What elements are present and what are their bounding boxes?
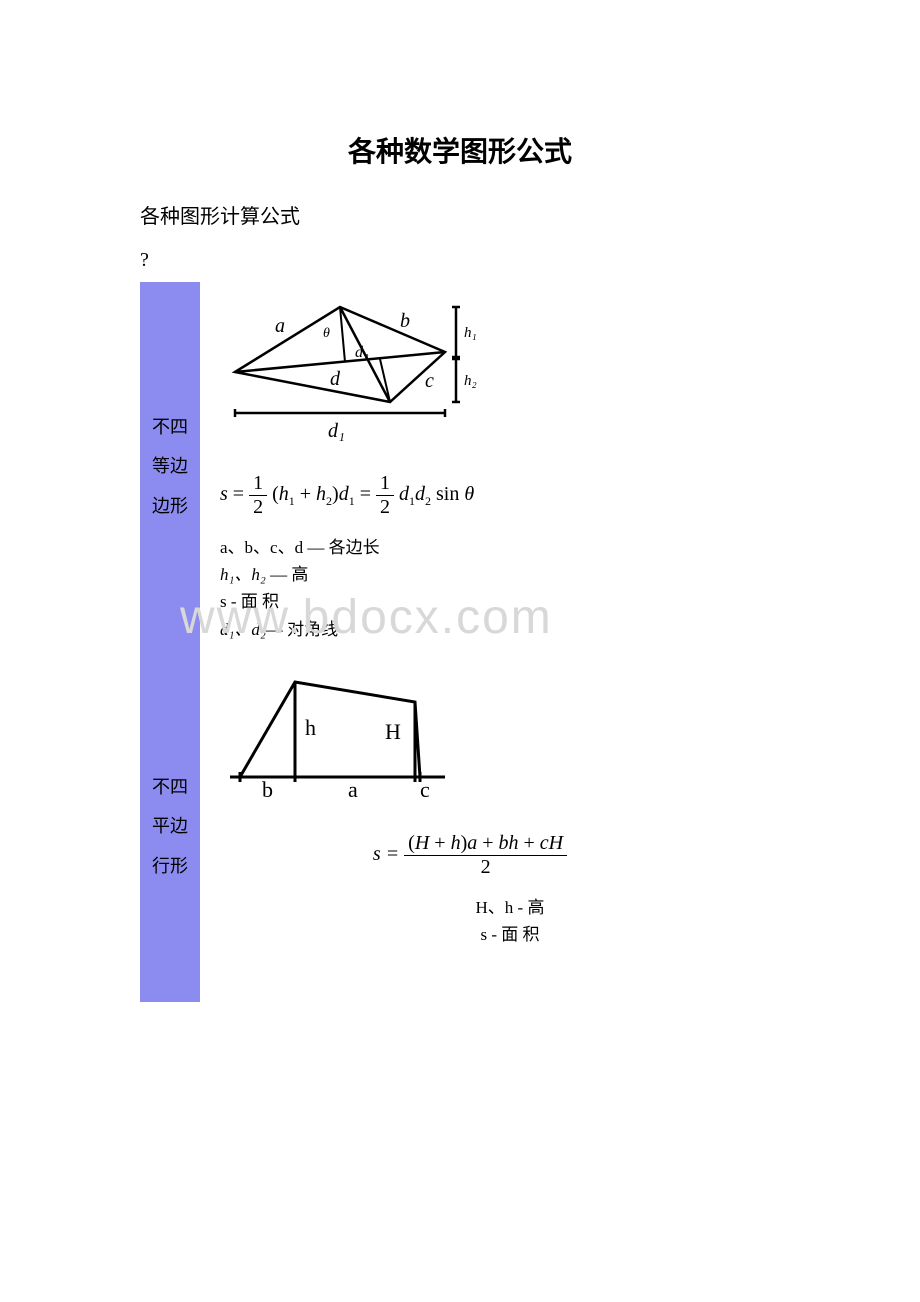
row1-legend: a、b、c、d — 各边长 h₁、h₂ — 高 s - 面 积 d₁、d₂— 对… xyxy=(220,534,760,643)
row2-label: 不四 平边 行形 xyxy=(140,652,200,1002)
label-column: 不四 等边 边形 不四 平边 行形 xyxy=(140,282,200,1002)
page-title: 各种数学图形公式 xyxy=(140,130,780,170)
label-H: H xyxy=(385,719,401,744)
label-char: 等边 xyxy=(152,447,188,487)
row2-content: h H b a c s = (H + h)a + bh + cH2 H、h - … xyxy=(200,652,780,1002)
label-b: b xyxy=(400,310,410,332)
label-h2: h₂ xyxy=(464,373,477,389)
row1-formula: s = 12 (h1 + h2)d1 = 12 d1d2 sin θ xyxy=(220,472,760,519)
legend-line: H、h - 高 xyxy=(260,894,760,921)
label-h: h xyxy=(305,715,316,740)
label-a: a xyxy=(275,315,285,337)
label-char: 不四 xyxy=(152,408,188,448)
label-char: 边形 xyxy=(152,487,188,527)
label-c: c xyxy=(425,370,434,392)
row2-legend: H、h - 高 s - 面 积 xyxy=(260,894,760,948)
legend-line: s - 面 积 xyxy=(220,588,760,615)
row1-label: 不四 等边 边形 xyxy=(140,282,200,652)
label-d1: d₁ xyxy=(328,420,345,442)
formula-table: 不四 等边 边形 不四 平边 行形 xyxy=(140,282,780,1002)
label-theta: θ xyxy=(323,326,330,341)
label-d: d xyxy=(330,368,341,390)
legend-line: s - 面 积 xyxy=(260,921,760,948)
legend-line: h₁、h₂ — 高 xyxy=(220,561,760,588)
row1-content: a b c d d₂ d₁ θ h₁ h₂ s = 12 (h1 + h2)d1… xyxy=(200,282,780,652)
label-char: 不四 xyxy=(152,768,188,808)
label-h1: h₁ xyxy=(464,325,477,341)
label-c: c xyxy=(420,777,430,802)
row2-formula: s = (H + h)a + bh + cH2 xyxy=(180,832,760,879)
quadrilateral-diagram: a b c d d₂ d₁ θ h₁ h₂ xyxy=(220,297,760,452)
label-d2: d₂ xyxy=(355,344,369,361)
legend-line: d₁、d₂— 对角线 xyxy=(220,616,760,643)
subtitle: 各种图形计算公式 xyxy=(140,200,780,229)
content-column: a b c d d₂ d₁ θ h₁ h₂ s = 12 (h1 + h2)d1… xyxy=(200,282,780,1002)
label-b: b xyxy=(262,777,273,802)
question-mark: ? xyxy=(140,249,780,272)
legend-line: a、b、c、d — 各边长 xyxy=(220,534,760,561)
trapezoid-diagram: h H b a c xyxy=(220,667,760,812)
label-a: a xyxy=(348,777,358,802)
